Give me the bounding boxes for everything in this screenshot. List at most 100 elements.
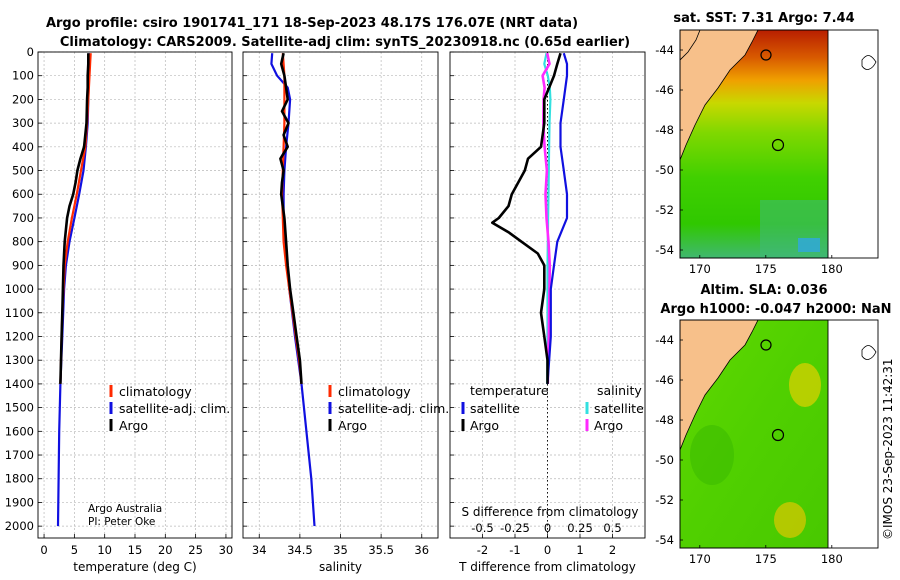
- s-tick-label: -0.25: [500, 521, 530, 535]
- y-tick-label: 300: [12, 116, 34, 130]
- y-tick-label: 500: [12, 164, 34, 178]
- y-tick-label: 400: [12, 140, 34, 154]
- y-tick-label: 700: [12, 211, 34, 225]
- y-tick-label: 1600: [5, 424, 34, 438]
- temperature-legend: climatology satellite-adj. clim. Argo: [109, 384, 230, 433]
- y-tick-label: 1300: [5, 353, 34, 367]
- land-south-island: [680, 30, 759, 161]
- map-y-tick-label: -46: [655, 83, 674, 97]
- land-south-island: [680, 320, 759, 451]
- title-line-1: Argo profile: csiro 1901741_171 18-Sep-2…: [46, 16, 578, 31]
- s-difference-ticks: -0.5 -0.25 0 0.25 0.5: [471, 521, 621, 535]
- sst-map-ticks: 170 175 180 -44 -46 -48 -50 -52 -54: [655, 43, 843, 276]
- map-x-tick-label: 175: [755, 552, 777, 566]
- legend-label-satellite: satellite-adj. clim.: [119, 401, 230, 416]
- x-tick-label: 34.5: [287, 543, 313, 557]
- temperature-profile-panel: 0100200300400500600700800900100011001200…: [5, 45, 234, 574]
- legend-label-sal-satellite: satellite: [594, 401, 644, 416]
- s-tick-label: -0.5: [471, 521, 493, 535]
- x-tick-label: 0: [40, 543, 47, 557]
- argo-position-marker: [771, 138, 785, 152]
- series-line-salinity-satellite: [543, 52, 552, 384]
- series-line-temperature-satellite: [546, 52, 569, 384]
- x-tick-label: 15: [128, 543, 143, 557]
- x-tick-label: 36: [414, 543, 429, 557]
- y-tick-label: 1800: [5, 472, 34, 486]
- x-tick-label: 30: [219, 543, 234, 557]
- x-tick-label: 35.5: [368, 543, 394, 557]
- series-line-salinity-argo: [541, 52, 552, 384]
- x-tick-label: 34: [252, 543, 267, 557]
- island-outline-east: [861, 345, 877, 360]
- x-axis-label: temperature (deg C): [73, 560, 196, 574]
- x-tick-label: 35: [333, 543, 348, 557]
- y-tick-label: 800: [12, 235, 34, 249]
- map-y-tick-label: -46: [655, 373, 674, 387]
- map-x-tick-label: 180: [821, 552, 843, 566]
- map-y-tick-label: -50: [655, 453, 674, 467]
- sla-high-patch: [789, 363, 821, 407]
- y-tick-label: 900: [12, 258, 34, 272]
- x-tick-label: 25: [188, 543, 203, 557]
- sla-map-ticks: 170 175 180 -44 -46 -48 -50 -52 -54: [655, 333, 843, 566]
- legend-label-temp-argo: Argo: [470, 418, 499, 433]
- x-tick-label: 2: [609, 543, 616, 557]
- credit-line-1: Argo Australia: [88, 503, 162, 515]
- y-tick-label: 600: [12, 187, 34, 201]
- map-y-tick-label: -50: [655, 163, 674, 177]
- x-axis-label: T difference from climatology: [458, 560, 636, 574]
- legend-label-satellite: satellite-adj. clim.: [338, 401, 449, 416]
- legend-label-climatology: climatology: [119, 384, 192, 399]
- x-tick-label: 10: [97, 543, 112, 557]
- y-tick-label: 1400: [5, 377, 34, 391]
- s-tick-label: 0: [544, 521, 551, 535]
- sla-map-axes-frame: [679, 319, 879, 549]
- x-tick-label: -1: [509, 543, 520, 557]
- legend-title-temperature: temperature: [470, 383, 549, 398]
- map-x-tick-label: 170: [689, 262, 711, 276]
- sla-high-patch-south: [774, 502, 806, 538]
- panel-frame: [449, 51, 646, 539]
- legend-label-sal-argo: Argo: [594, 418, 623, 433]
- map-y-tick-label: -52: [655, 203, 674, 217]
- difference-legend: temperature salinity satellite Argo sate…: [461, 383, 644, 433]
- sst-map-axes-frame: [679, 29, 879, 259]
- y-tick-label: 1700: [5, 448, 34, 462]
- y-tick-label: 1100: [5, 306, 34, 320]
- y-tick-label: 1500: [5, 401, 34, 415]
- map-y-tick-label: -48: [655, 413, 674, 427]
- credit-line-2: PI: Peter Oke: [88, 516, 155, 528]
- legend-label-argo: Argo: [119, 418, 148, 433]
- map-y-tick-label: -44: [655, 333, 674, 347]
- legend-title-salinity: salinity: [597, 383, 642, 398]
- series-line-argo: [59, 53, 90, 384]
- sst-map: sat. SST: 7.31 Argo: 7.44 170 175 180 -44 -4…: [655, 11, 877, 276]
- y-tick-label: 100: [12, 69, 34, 83]
- s-difference-axis-label: S difference from climatology: [462, 505, 639, 519]
- x-axis-label: salinity: [319, 560, 362, 574]
- salinity-legend: climatology satellite-adj. clim. Argo: [328, 384, 449, 433]
- s-tick-label: 0.5: [603, 521, 621, 535]
- salinity-profile-panel: 34 34.5 35 35.5 36 salinity: [242, 51, 439, 574]
- panel-frame: [37, 51, 233, 539]
- title-line-2: Climatology: CARS2009. Satellite-adj cli…: [60, 35, 630, 50]
- x-tick-label: 5: [71, 543, 78, 557]
- map-y-tick-label: -52: [655, 493, 674, 507]
- panel-frame: [242, 51, 439, 539]
- imos-timestamp: ©IMOS 23-Sep-2023 11:42:31: [881, 358, 895, 540]
- series-line-temperature-argo: [490, 52, 562, 384]
- y-tick-label: 1200: [5, 329, 34, 343]
- island-outline-east: [861, 55, 877, 70]
- map-x-tick-label: 170: [689, 552, 711, 566]
- sla-map-title-2: Argo h1000: -0.047 h2000: NaN: [660, 302, 891, 317]
- land-coast-north: [680, 30, 701, 61]
- argo-position-marker: [771, 428, 785, 442]
- map-y-tick-label: -44: [655, 43, 674, 57]
- x-tick-label: -2: [477, 543, 488, 557]
- sst-cold-patch: [798, 238, 820, 252]
- y-tick-label: 2000: [5, 519, 34, 533]
- s-tick-label: 0.25: [567, 521, 593, 535]
- x-tick-label: 20: [158, 543, 173, 557]
- map-x-tick-label: 175: [755, 262, 777, 276]
